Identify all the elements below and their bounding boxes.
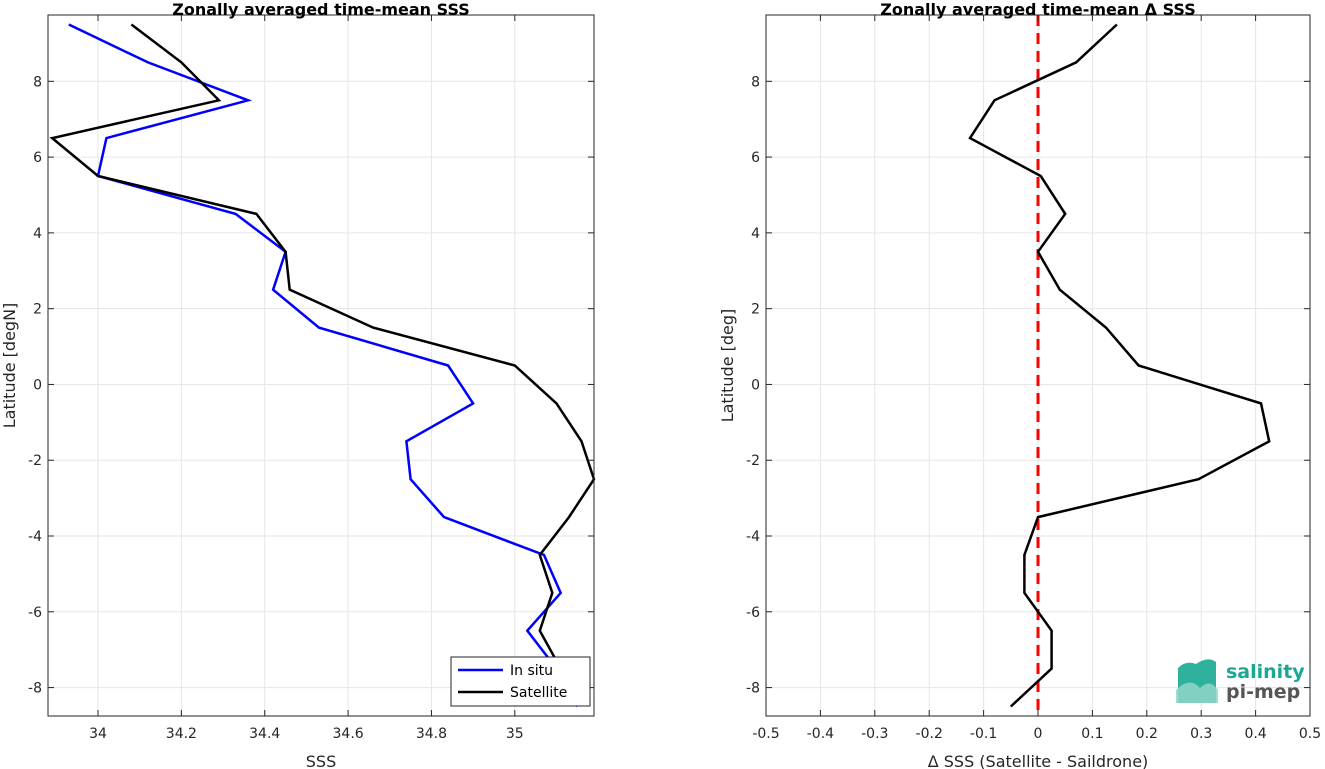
x-tick-label: -0.2 bbox=[916, 726, 943, 742]
logo-wave-shape bbox=[1176, 682, 1218, 703]
x-tick-label: 0.4 bbox=[1244, 726, 1266, 742]
logo-line1: salinity bbox=[1226, 661, 1305, 683]
legend-label: In situ bbox=[510, 663, 553, 679]
x-tick-label: -0.1 bbox=[970, 726, 997, 742]
right-panel: -0.5 -0.4 -0.3 -0.2 -0.1 0 0.1 0.2 0.3 0.4 0.5 -8 -6… bbox=[718, 0, 1321, 769]
x-tick-label: 0.5 bbox=[1299, 726, 1321, 742]
y-tick-label: -8 bbox=[28, 681, 42, 697]
series-line-in-situ bbox=[68, 23, 579, 708]
series-line-delta-sss bbox=[968, 23, 1271, 708]
x-tick-label: 0.1 bbox=[1081, 726, 1103, 742]
y-tick-label: -6 bbox=[28, 605, 42, 621]
grid bbox=[48, 15, 594, 716]
y-tick-label: 8 bbox=[33, 74, 42, 90]
axes-box bbox=[47, 14, 595, 717]
y-tick-label: 6 bbox=[33, 150, 42, 166]
x-tick-label: 34.6 bbox=[333, 726, 364, 742]
chart-title: Zonally averaged time-mean Δ SSS bbox=[880, 0, 1196, 19]
y-tick-label: 0 bbox=[751, 377, 760, 393]
y-tick-label: 0 bbox=[33, 377, 42, 393]
left-panel: 34 34.2 34.4 34.6 34.8 35 -8 -6 -4 -2 0 2 4 6 8 Zonally… bbox=[0, 0, 596, 769]
x-tick-label: -0.3 bbox=[861, 726, 888, 742]
y-axis-label: Latitude [deg] bbox=[718, 309, 737, 423]
y-tick-label: 6 bbox=[751, 150, 760, 166]
y-tick-label: -4 bbox=[746, 529, 760, 545]
y-tick-label: 2 bbox=[33, 302, 42, 318]
x-tick-label: -0.5 bbox=[752, 726, 779, 742]
x-tick-label: -0.4 bbox=[807, 726, 834, 742]
legend: In situ Satellite bbox=[450, 656, 591, 707]
y-tick-label: -2 bbox=[746, 453, 760, 469]
y-axis-label: Latitude [degN] bbox=[0, 303, 19, 429]
x-tick-label: 0.3 bbox=[1190, 726, 1212, 742]
logo-line2: pi-mep bbox=[1226, 681, 1300, 703]
x-tick-label: 34.2 bbox=[166, 726, 197, 742]
x-tick-label: 35 bbox=[506, 726, 524, 742]
y-tick-label: -2 bbox=[28, 453, 42, 469]
x-tick-label: 34.8 bbox=[416, 726, 447, 742]
x-tick-label: 0 bbox=[1034, 726, 1043, 742]
y-tick-label: 8 bbox=[751, 74, 760, 90]
x-axis-label: SSS bbox=[306, 752, 336, 769]
y-tick-label: 2 bbox=[751, 302, 760, 318]
x-tick-label: 34 bbox=[89, 726, 107, 742]
y-tick-label: -6 bbox=[746, 605, 760, 621]
x-axis-label: Δ SSS (Satellite - Saildrone) bbox=[928, 752, 1149, 769]
y-tick-label: -8 bbox=[746, 681, 760, 697]
legend-label: Satellite bbox=[510, 685, 567, 701]
x-tick-label: 0.2 bbox=[1136, 726, 1158, 742]
y-tick-label: 4 bbox=[751, 226, 760, 242]
y-tick-label: -4 bbox=[28, 529, 42, 545]
plot-area bbox=[48, 15, 594, 716]
chart-title: Zonally averaged time-mean SSS bbox=[172, 0, 470, 19]
series-line-satellite bbox=[49, 23, 596, 707]
y-tick-label: 4 bbox=[33, 226, 42, 242]
x-tick-label: 34.4 bbox=[249, 726, 280, 742]
legend-box bbox=[450, 656, 591, 707]
